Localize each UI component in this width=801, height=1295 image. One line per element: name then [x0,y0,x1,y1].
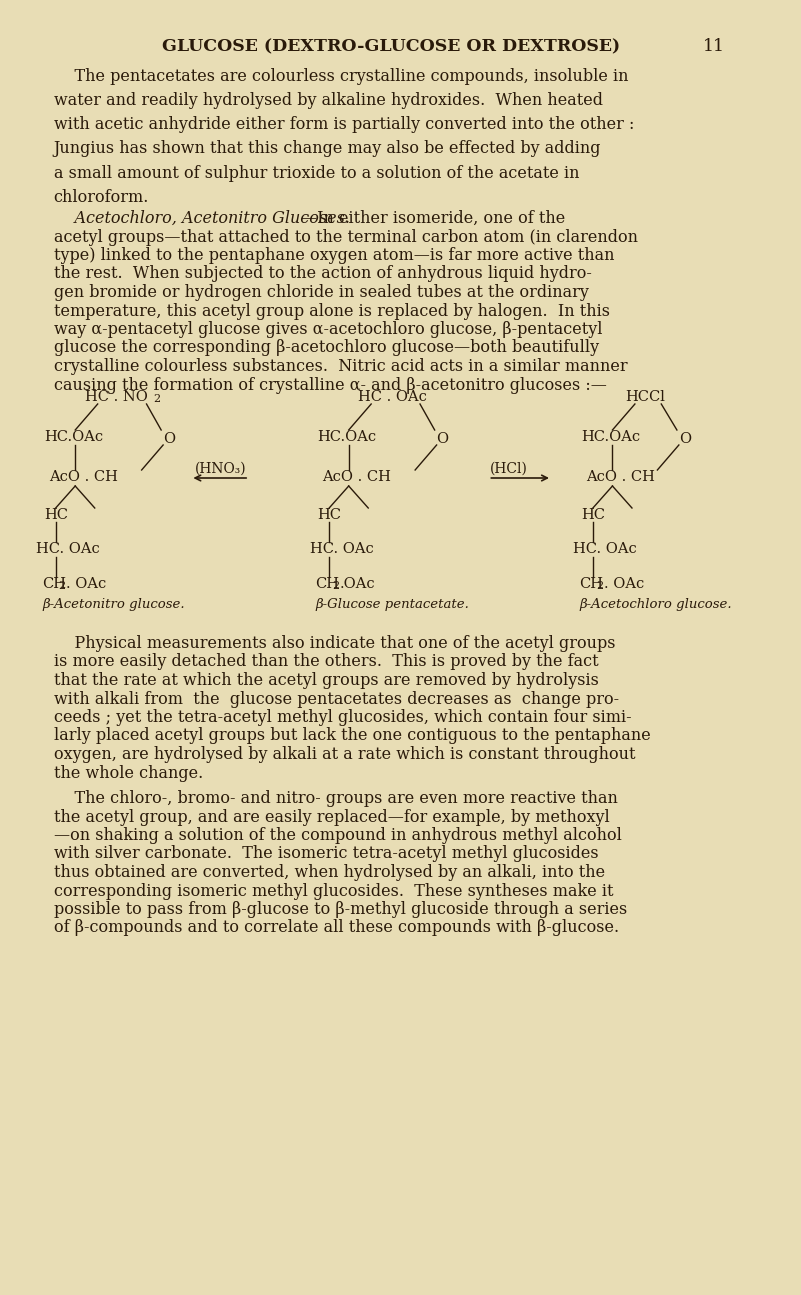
Text: . OAc: . OAc [604,578,644,591]
Text: gen bromide or hydrogen chloride in sealed tubes at the ordinary: gen bromide or hydrogen chloride in seal… [54,284,589,300]
Text: HC . NO: HC . NO [85,390,148,404]
Text: larly placed acetyl groups but lack the one contiguous to the pentaphane: larly placed acetyl groups but lack the … [54,728,650,745]
Text: HC . OAc: HC . OAc [359,390,428,404]
Text: is more easily detached than the others.  This is proved by the fact: is more easily detached than the others.… [54,654,598,671]
Text: β-Glucose pentacetate.: β-Glucose pentacetate. [316,598,469,611]
Text: β-Acetochloro glucose.: β-Acetochloro glucose. [579,598,732,611]
Text: that the rate at which the acetyl groups are removed by hydrolysis: that the rate at which the acetyl groups… [54,672,598,689]
Text: AcO . CH: AcO . CH [586,470,655,484]
Text: crystalline colourless substances.  Nitric acid acts in a similar manner: crystalline colourless substances. Nitri… [54,357,627,376]
Text: GLUCOSE (DEXTRO-GLUCOSE OR DEXTROSE): GLUCOSE (DEXTRO-GLUCOSE OR DEXTROSE) [162,38,620,54]
Text: ceeds ; yet the tetra-acetyl methyl glucosides, which contain four simi-: ceeds ; yet the tetra-acetyl methyl gluc… [54,708,631,726]
Text: The chloro-, bromo- and nitro- groups are even more reactive than: The chloro-, bromo- and nitro- groups ar… [54,790,618,807]
Text: .OAc: .OAc [340,578,376,591]
Text: (HCl): (HCl) [490,462,528,477]
Text: The pentacetates are colourless crystalline compounds, insoluble in
water and re: The pentacetates are colourless crystall… [54,69,634,206]
Text: with alkali from  the  glucose pentacetates decreases as  change pro-: with alkali from the glucose pentacetate… [54,690,619,707]
Text: O: O [679,433,691,445]
Text: HCCl: HCCl [625,390,665,404]
Text: AcO . CH: AcO . CH [322,470,391,484]
Text: HC.OAc: HC.OAc [582,430,640,444]
Text: causing the formation of crystalline α- and β-acetonitro glucoses :—: causing the formation of crystalline α- … [54,377,606,394]
Text: way α-pentacetyl glucose gives α-acetochloro glucose, β-pentacetyl: way α-pentacetyl glucose gives α-acetoch… [54,321,602,338]
Text: HC: HC [44,508,68,522]
Text: HC. OAc: HC. OAc [36,543,100,556]
Text: temperature, this acetyl group alone is replaced by halogen.  In this: temperature, this acetyl group alone is … [54,303,610,320]
Text: (HNO₃): (HNO₃) [195,462,247,477]
Text: possible to pass from β-glucose to β-methyl glucoside through a series: possible to pass from β-glucose to β-met… [54,901,627,918]
Text: O: O [163,433,175,445]
Text: HC. OAc: HC. OAc [310,543,373,556]
Text: 2: 2 [58,581,66,591]
Text: the whole change.: the whole change. [54,764,203,781]
Text: 2: 2 [332,581,340,591]
Text: β-Acetonitro glucose.: β-Acetonitro glucose. [42,598,184,611]
Text: O: O [437,433,449,445]
Text: oxygen, are hydrolysed by alkali at a rate which is constant throughout: oxygen, are hydrolysed by alkali at a ra… [54,746,635,763]
Text: AcO . CH: AcO . CH [49,470,118,484]
Text: corresponding isomeric methyl glucosides.  These syntheses make it: corresponding isomeric methyl glucosides… [54,882,614,900]
Text: the rest.  When subjected to the action of anhydrous liquid hydro-: the rest. When subjected to the action o… [54,265,592,282]
Text: of β-compounds and to correlate all these compounds with β-glucose.: of β-compounds and to correlate all thes… [54,919,619,936]
Text: 11: 11 [703,38,725,54]
Text: glucose the corresponding β-acetochloro glucose—both beautifully: glucose the corresponding β-acetochloro … [54,339,599,356]
Text: HC. OAc: HC. OAc [574,543,637,556]
Text: 2: 2 [153,394,160,404]
Text: —In either isomeride, one of the: —In either isomeride, one of the [301,210,565,227]
Text: Physical measurements also indicate that one of the acetyl groups: Physical measurements also indicate that… [54,635,615,651]
Text: with silver carbonate.  The isomeric tetra-acetyl methyl glucosides: with silver carbonate. The isomeric tetr… [54,846,598,862]
Text: CH: CH [316,578,340,591]
Text: . OAc: . OAc [66,578,107,591]
Text: 2: 2 [596,581,603,591]
Text: type) linked to the pentaphane oxygen atom—is far more active than: type) linked to the pentaphane oxygen at… [54,247,614,264]
Text: acetyl groups—that attached to the terminal carbon atom (in clarendon: acetyl groups—that attached to the termi… [54,228,638,246]
Text: HC: HC [317,508,341,522]
Text: Acetochloro, Acetonitro Glucoses.: Acetochloro, Acetonitro Glucoses. [54,210,350,227]
Text: HC.OAc: HC.OAc [44,430,103,444]
Text: HC: HC [582,508,606,522]
Text: thus obtained are converted, when hydrolysed by an alkali, into the: thus obtained are converted, when hydrol… [54,864,605,881]
Text: CH: CH [42,578,66,591]
Text: HC.OAc: HC.OAc [317,430,376,444]
Text: the acetyl group, and are easily replaced—for example, by methoxyl: the acetyl group, and are easily replace… [54,808,610,825]
Text: —on shaking a solution of the compound in anhydrous methyl alcohol: —on shaking a solution of the compound i… [54,828,622,844]
Text: CH: CH [579,578,603,591]
